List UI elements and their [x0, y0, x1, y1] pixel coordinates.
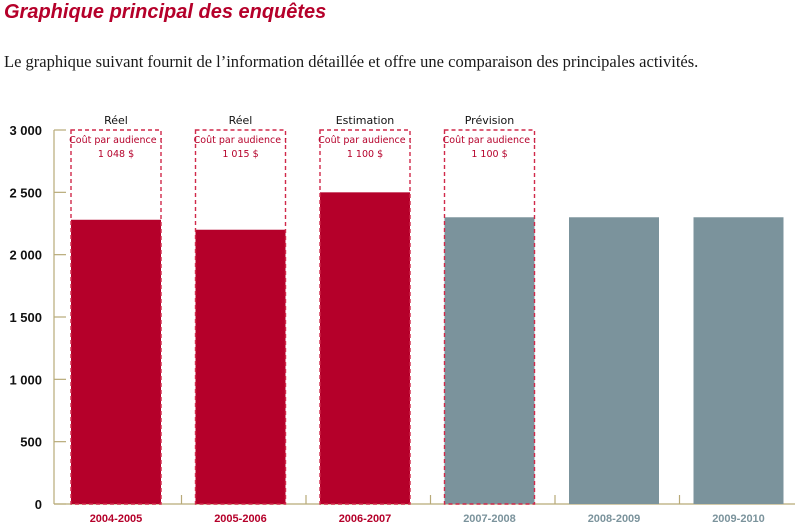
x-tick-label-2007-2008: 2007-2008 [463, 513, 516, 525]
cost-value-2004-2005: 1 048 $ [98, 149, 134, 160]
bar-2006-2007 [320, 192, 410, 505]
bar-2004-2005 [71, 219, 161, 504]
y-tick-label: 500 [20, 435, 42, 450]
x-tick-label-2006-2007: 2006-2007 [339, 513, 392, 525]
status-label-2004-2005: Réel [104, 114, 128, 127]
cost-value-2005-2006: 1 015 $ [222, 149, 258, 160]
y-tick-label: 2 500 [9, 185, 42, 200]
y-tick-label: 2 000 [9, 248, 42, 263]
bars [71, 192, 784, 505]
bar-2005-2006 [195, 229, 286, 504]
y-tick-label: 1 500 [9, 310, 42, 325]
cost-label-2006-2007: Coût par audience : [318, 135, 412, 146]
status-label-2005-2006: Réel [229, 114, 253, 127]
y-tick-label: 1 000 [9, 372, 42, 387]
bar-2008-2009 [569, 217, 659, 504]
page-title: Graphique principal des enquêtes [4, 1, 327, 23]
cost-label-2007-2008: Coût par audience : [443, 135, 537, 146]
x-tick-label-2004-2005: 2004-2005 [90, 513, 143, 525]
x-tick-label-2008-2009: 2008-2009 [588, 513, 641, 525]
annotations: Réel Coût par audience : 1 048 $ Réel Coût p… [69, 114, 537, 505]
bar-2007-2008 [444, 217, 535, 504]
dashed-box-2006-2007 [319, 129, 411, 505]
cost-label-2004-2005: Coût par audience : [69, 135, 163, 146]
x-tick-label-2009-2010: 2009-2010 [712, 513, 765, 525]
cost-label-2005-2006: Coût par audience : [194, 135, 288, 146]
bar-2009-2010 [693, 217, 784, 504]
dashed-box-2004-2005 [70, 129, 162, 505]
dashed-box-2005-2006 [194, 129, 287, 505]
y-tick-label: 0 [35, 497, 42, 512]
axes: 0 500 1 000 1 500 2 000 2 500 3 000 [9, 123, 795, 512]
dashed-box-2007-2008 [443, 129, 536, 505]
status-label-2006-2007: Estimation [336, 114, 395, 127]
x-tick-label-2005-2006: 2005-2006 [214, 513, 267, 525]
intro-paragraph: Le graphique suivant fournit de l’inform… [4, 52, 699, 71]
cost-value-2007-2008: 1 100 $ [471, 149, 507, 160]
y-tick-label: 3 000 [9, 123, 42, 138]
category-labels: 2004-2005 2005-2006 2006-2007 2007-2008 2008… [90, 513, 765, 525]
status-label-2007-2008: Prévision [465, 114, 515, 127]
cost-value-2006-2007: 1 100 $ [347, 149, 383, 160]
